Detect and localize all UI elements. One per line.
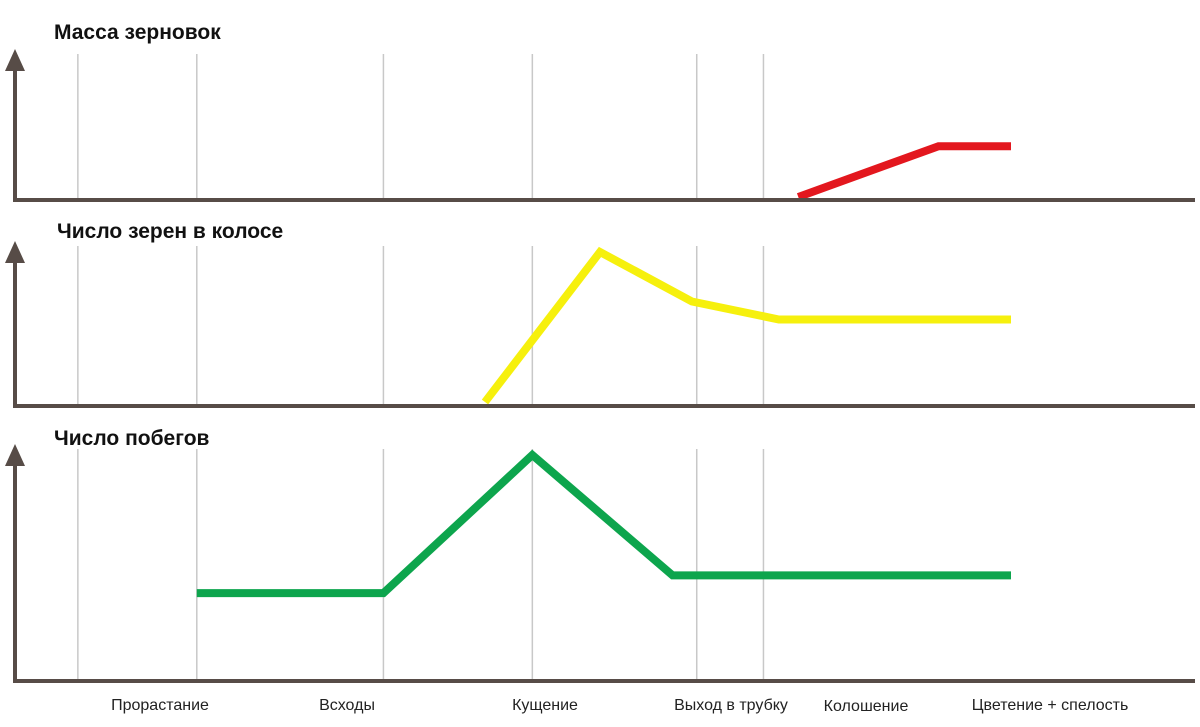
grid-layer [77, 54, 765, 681]
stage-label-germination: Прорастание [111, 697, 209, 714]
series-line-grain-mass [796, 142, 1011, 201]
panel-title-grain-mass: Масса зерновок [54, 21, 221, 44]
axes-layer [5, 49, 1195, 683]
stage-label-heading: Колошение [824, 698, 909, 715]
series-line-grains-per-ear [481, 246, 1011, 405]
y-axis-arrow-grains-per-ear [5, 241, 25, 263]
stage-label-tillering: Кущение [512, 697, 578, 714]
text-layer: Масса зерновок Число зерен в колосе Числ… [54, 21, 1128, 715]
panel-title-shoot-count: Число побегов [54, 427, 210, 450]
panel-title-grains-per-ear: Число зерен в колосе [57, 220, 283, 243]
stage-label-stem-extension: Выход в трубку [674, 697, 788, 714]
y-axis-arrow-shoot-count [5, 444, 25, 466]
series-layer [196, 142, 1011, 598]
stage-label-flowering-ripening: Цветение + спелость [972, 697, 1129, 714]
y-axis-arrow-grain-mass [5, 49, 25, 71]
series-line-shoot-count [196, 449, 1011, 598]
stage-label-emergence: Всходы [319, 697, 375, 714]
